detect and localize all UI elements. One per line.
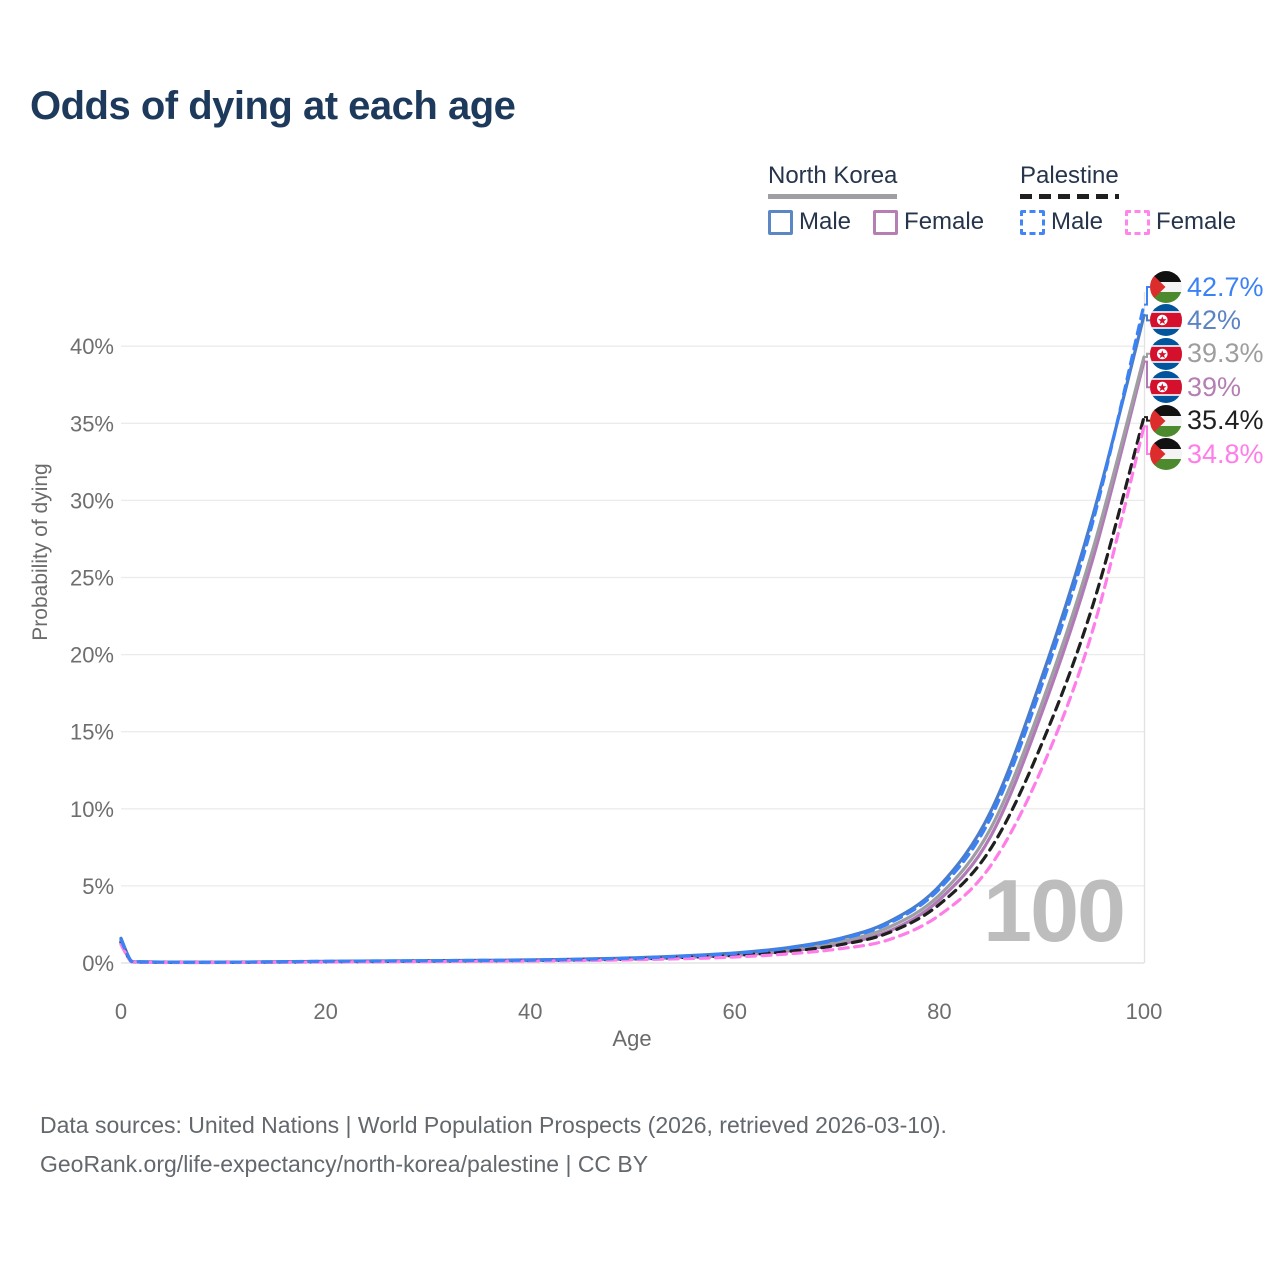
value-label: 34.8% [1187,438,1264,469]
north-korea-flag-icon [1150,337,1182,370]
series-end-label-north-korea-both: 39.3% [1150,337,1264,370]
legend-checkbox-north-korea-male[interactable] [768,209,793,235]
y-tick-label: 15% [70,720,114,745]
palestine-flag-icon [1150,404,1182,437]
legend-checkbox-palestine-female[interactable] [1125,209,1151,235]
legend-item-label: Female [904,208,985,235]
legend-country-label: North Korea [768,162,898,189]
footer: Data sources: United Nations | World Pop… [40,1106,947,1184]
legend-country-north-korea[interactable]: North Korea [768,162,898,199]
current-age-watermark: 100 [983,861,1126,960]
legend-item-label: Male [799,208,852,235]
series-end-label-palestine-male: 42.7% [1150,271,1264,303]
x-tick-label: 0 [115,999,127,1024]
series-end-label-palestine-both: 35.4% [1150,404,1264,437]
legend-items-palestine: Male Female [1020,208,1258,236]
series-end-label-palestine-female: 34.8% [1150,438,1264,470]
series-end-label-north-korea-male: 42% [1150,304,1242,337]
y-tick-label: 10% [70,797,114,822]
chart-title: Odds of dying at each age [30,84,516,128]
footer-data-sources: Data sources: United Nations | World Pop… [40,1112,947,1138]
series-end-label-north-korea-female: 39% [1150,371,1242,404]
x-tick-label: 60 [723,999,747,1024]
leader-line-palestine-male [1144,286,1151,306]
legend-item-label: Male [1051,208,1104,235]
y-tick-label: 5% [82,874,114,899]
y-axis-title: Probability of dying [29,463,52,641]
legend-items-north-korea: Male Female [768,208,1006,236]
x-tick-label: 80 [927,999,951,1024]
x-tick-label: 100 [1126,999,1163,1024]
leader-line-north-korea-female [1144,360,1151,389]
value-label: 42% [1187,304,1242,335]
leader-line-palestine-female [1144,425,1151,455]
legend-item-label: Female [1156,208,1237,235]
legend-group-north-korea: North Korea Male Female [768,162,1006,236]
footer-url: GeoRank.org/life-expectancy/north-korea/… [40,1151,649,1177]
y-tick-label: 0% [82,951,114,976]
y-tick-label: 30% [70,488,114,513]
legend-group-palestine: Palestine Male Female [1020,162,1258,236]
value-label: 39.3% [1187,338,1264,369]
legend-underline-palestine [1020,194,1119,199]
x-tick-label: 40 [518,999,542,1024]
legend-country-label: Palestine [1020,162,1119,189]
x-tick-label: 20 [313,999,337,1024]
leader-line-north-korea-both [1144,352,1151,358]
legend-underline-north-korea [768,194,898,199]
value-label: 39% [1187,371,1242,402]
y-tick-label: 40% [70,334,114,359]
leader-line-north-korea-male [1144,314,1151,322]
legend-checkbox-palestine-male[interactable] [1020,209,1045,235]
palestine-flag-icon [1150,271,1182,303]
legend-checkbox-north-korea-female[interactable] [873,209,899,235]
north-korea-flag-icon [1150,371,1182,404]
series-line-palestine-male [119,303,1146,964]
leader-line-palestine-both [1144,416,1151,422]
y-tick-label: 25% [70,566,114,591]
value-label: 42.7% [1187,271,1264,302]
y-tick-label: 20% [70,643,114,668]
legend-country-palestine[interactable]: Palestine [1020,162,1119,199]
y-tick-label: 35% [70,411,114,436]
value-label: 35.4% [1187,405,1264,436]
x-axis-title: Age [612,1026,652,1051]
palestine-flag-icon [1150,438,1182,470]
north-korea-flag-icon [1150,304,1182,337]
